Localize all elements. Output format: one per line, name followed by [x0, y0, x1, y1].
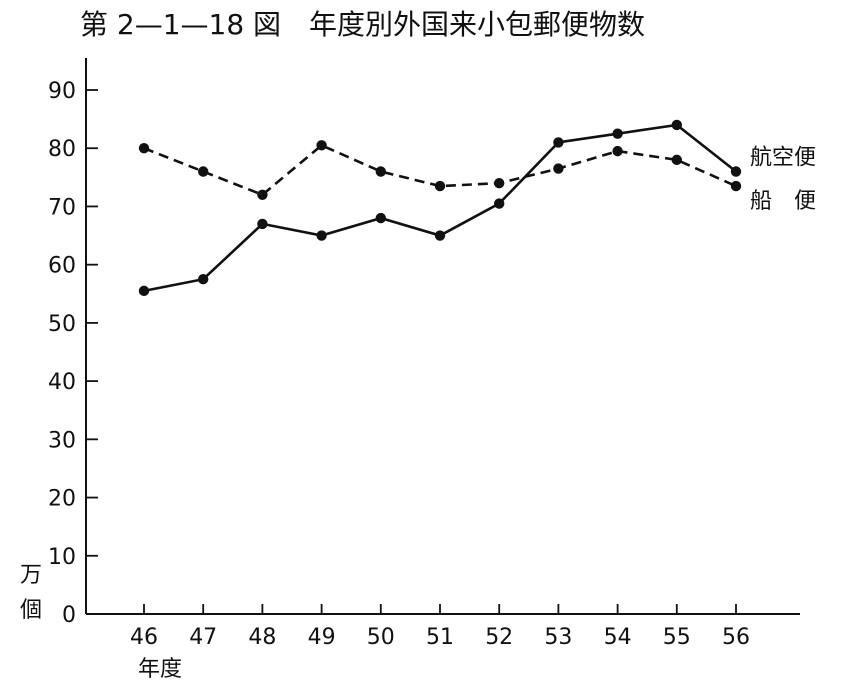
x-axis-ticks: 46 47 48 49 50 51 52 53 54 55 56 — [130, 604, 750, 650]
surface-mail-data-point — [198, 166, 209, 177]
y-tick-label: 30 — [48, 428, 76, 453]
airmail-data-point — [612, 128, 623, 139]
airmail-data-point — [434, 230, 446, 241]
surface-mail-data-point — [494, 177, 505, 189]
surface-mail-data-point — [553, 163, 564, 174]
x-tick-label: 54 — [604, 625, 632, 650]
airmail-data-point — [671, 119, 682, 131]
surface-mail-data-point — [257, 189, 268, 200]
surface-mail-data-point — [316, 140, 327, 151]
series-lines — [143, 123, 737, 293]
surface-mail-data-point — [671, 154, 682, 166]
airmail-series-line — [143, 123, 737, 293]
surface-mail-series-line — [143, 143, 737, 197]
y-tick-label: 0 — [62, 603, 76, 628]
surface-mail-data-point — [434, 180, 446, 192]
airmail-data-point — [494, 198, 505, 209]
surface-mail-data-point — [730, 180, 742, 192]
airmail-data-point — [375, 212, 386, 224]
x-tick-label: 55 — [663, 625, 691, 650]
x-tick-label: 56 — [722, 625, 750, 650]
x-tick-label: 49 — [308, 625, 336, 650]
airmail-series-label: 航空便 — [750, 146, 816, 171]
airmail-data-point — [553, 137, 564, 148]
y-tick-label: 40 — [48, 370, 76, 395]
y-tick-label: 50 — [48, 312, 76, 337]
airmail-data-point — [138, 285, 150, 297]
x-tick-label: 50 — [367, 625, 395, 650]
surface-mail-data-point — [612, 145, 623, 157]
y-tick-label: 70 — [48, 195, 76, 220]
x-tick-label: 46 — [130, 625, 158, 650]
y-tick-label: 20 — [48, 487, 76, 512]
x-tick-label: 47 — [189, 625, 217, 650]
y-unit-label-line-2: 個 — [20, 598, 42, 623]
series-points — [138, 119, 742, 297]
airmail-data-point — [730, 166, 742, 177]
airmail-data-point — [198, 274, 209, 285]
airmail-data-point — [316, 230, 327, 241]
y-tick-label: 90 — [48, 79, 76, 104]
surface-mail-series-label: 船 便 — [750, 189, 816, 214]
surface-mail-data-point — [138, 143, 150, 154]
y-axis-ticks: 0 10 20 30 40 50 60 70 80 90 — [48, 79, 98, 628]
y-unit-label-line-1: 万 — [20, 563, 42, 588]
y-tick-label: 80 — [48, 137, 76, 162]
airmail-data-point — [257, 218, 268, 230]
x-axis-title: 年度 — [138, 657, 182, 682]
y-tick-label: 10 — [48, 545, 76, 570]
plot-area: 0 10 20 30 40 50 60 70 80 90 46 47 48 49 50 51 52 53 54 55… — [48, 58, 816, 650]
surface-mail-data-point — [375, 166, 386, 177]
x-tick-label: 53 — [544, 625, 572, 650]
chart-title: 第 2—1—18 図 年度別外国来小包郵便物数 — [80, 8, 645, 41]
x-tick-label: 52 — [485, 625, 513, 650]
x-tick-label: 51 — [426, 625, 454, 650]
y-tick-label: 60 — [48, 254, 76, 279]
x-tick-label: 48 — [248, 625, 276, 650]
